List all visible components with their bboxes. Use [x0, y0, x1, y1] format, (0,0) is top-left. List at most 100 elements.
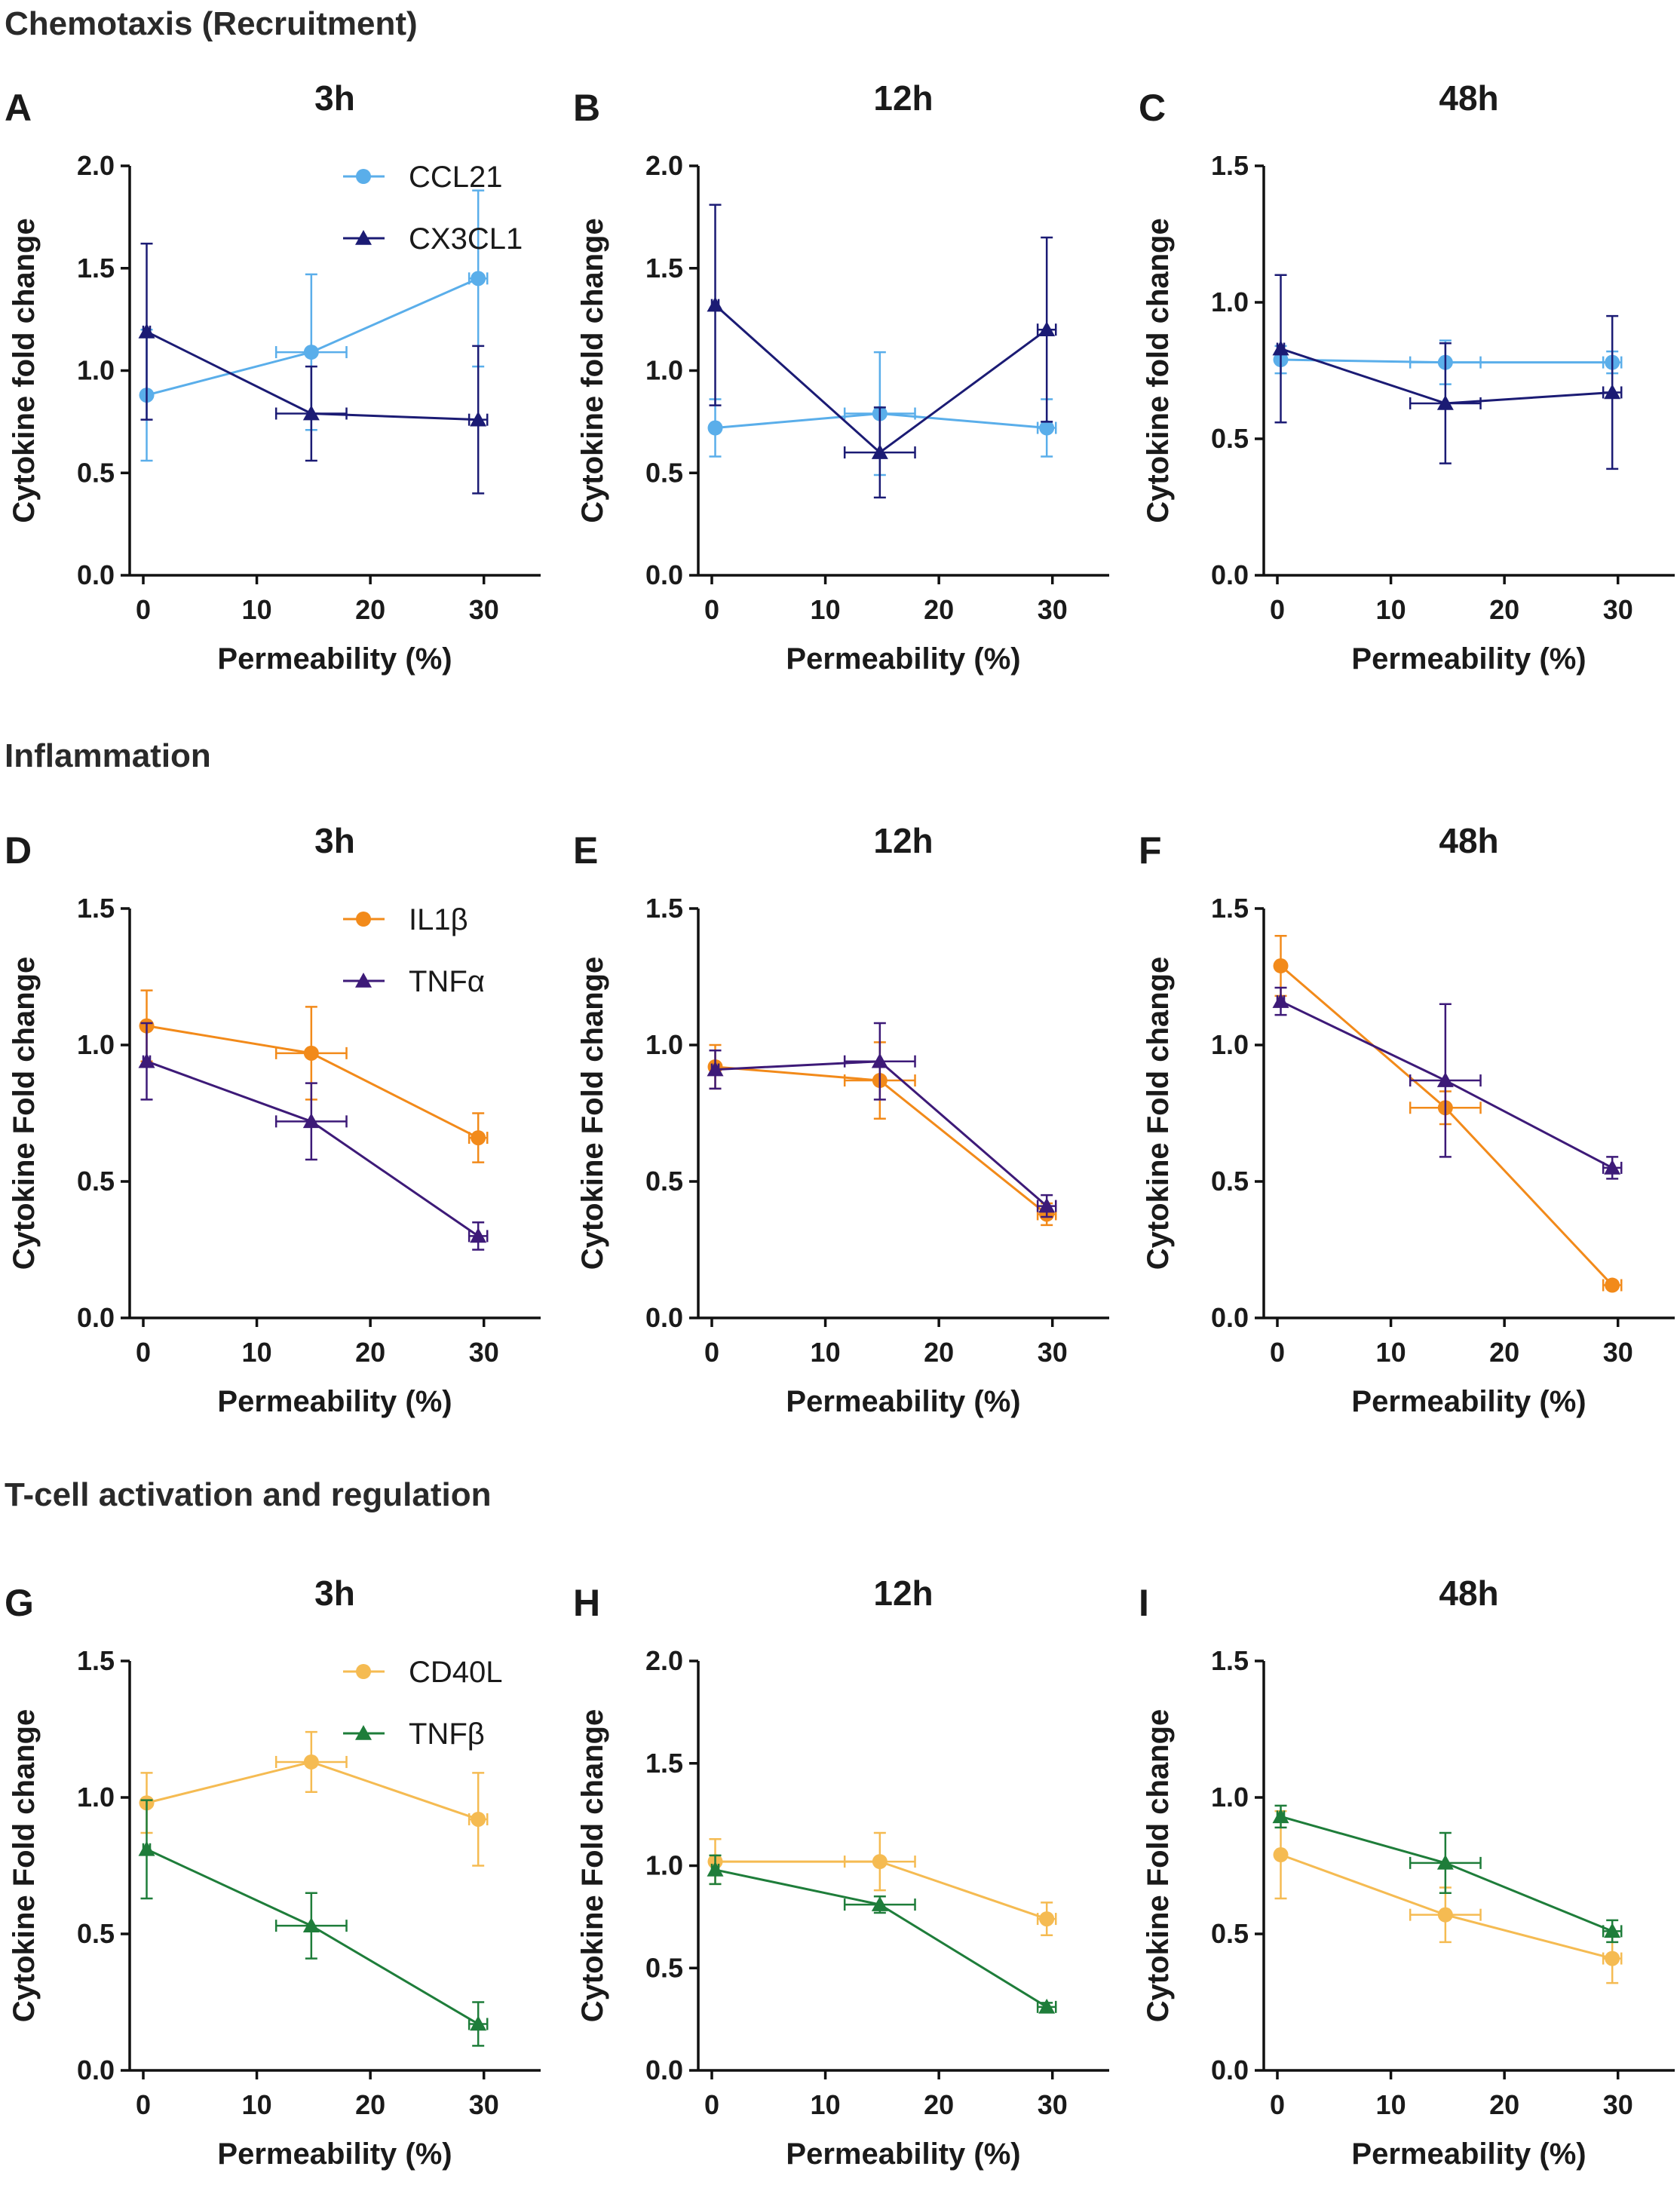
data-point	[871, 1896, 888, 1911]
x-axis-label: Permeability (%)	[217, 642, 452, 676]
series-tnfα	[707, 1022, 1057, 1218]
y-tick-label: 0.0	[645, 2055, 683, 2085]
y-tick-label: 0.0	[645, 1302, 683, 1333]
data-point	[303, 1045, 319, 1061]
x-tick-label: 10	[1376, 2089, 1406, 2120]
x-tick-label: 30	[1603, 2089, 1633, 2120]
y-tick-label: 1.5	[645, 253, 683, 283]
data-point	[1039, 420, 1055, 436]
data-point	[1038, 1197, 1056, 1213]
y-tick-label: 0.0	[1211, 1302, 1249, 1333]
data-point	[871, 444, 888, 459]
data-point	[1272, 993, 1289, 1008]
panel-title: 3h	[314, 821, 355, 860]
y-tick-label: 1.0	[645, 1850, 683, 1881]
data-point	[1038, 1998, 1056, 2014]
y-axis-label: Cytokine Fold change	[576, 957, 609, 1270]
panel-title: 48h	[1439, 1574, 1498, 1613]
chart-panel-c: C 48h 0.0 0.5 1.0 1.5 0 10 20 30 Permeability (%) C…	[1139, 78, 1675, 676]
data-point	[1039, 1911, 1055, 1927]
y-tick-label: 1.0	[77, 355, 115, 386]
series-line	[715, 1065, 1048, 1215]
x-tick-label: 20	[924, 1337, 954, 1368]
series-line	[714, 304, 1048, 455]
chart-panel-h: H 12h 0.0 0.5 1.0 1.5 2.0 0 10 20 30 Permeability (…	[573, 1574, 1109, 2171]
data-point	[470, 411, 487, 427]
legend-label: TNFβ	[409, 1718, 485, 1751]
data-point	[1273, 958, 1289, 974]
y-axis-label: Cytokine Fold change	[1142, 957, 1175, 1270]
legend-label: CCL21	[409, 161, 503, 194]
chart-panel-g: G 3h 0.0 0.5 1.0 1.5 0 10 20 30 Permeability (%) Cy…	[5, 1574, 541, 2171]
x-tick-label: 20	[355, 2089, 385, 2120]
y-tick-label: 2.0	[77, 150, 115, 181]
y-tick-label: 1.5	[1211, 150, 1249, 181]
y-tick-label: 1.0	[645, 1029, 683, 1060]
data-point	[1436, 1072, 1454, 1087]
y-tick-label: 1.5	[1211, 1645, 1249, 1676]
data-point	[1604, 1923, 1621, 1938]
data-point	[707, 296, 724, 312]
series-cd40l	[1273, 1810, 1623, 1984]
x-axis-label: Permeability (%)	[1351, 1385, 1586, 1418]
data-point	[470, 2015, 487, 2031]
y-tick-label: 0.5	[1211, 423, 1249, 454]
chart-panel-d: D 3h 0.0 0.5 1.0 1.5 0 10 20 30 Permeability (%) Cy…	[5, 821, 541, 1418]
data-point	[302, 405, 320, 421]
legend: CD40L TNFβ	[343, 1656, 503, 1751]
x-axis-label: Permeability (%)	[786, 1385, 1020, 1418]
series-line	[146, 1848, 479, 2025]
y-axis-label: Cytokine fold change	[1142, 218, 1175, 523]
x-tick-label: 0	[1270, 2089, 1285, 2120]
y-tick-label: 0.0	[1211, 2055, 1249, 2085]
data-point	[1436, 394, 1454, 410]
chart-panel-e: E 12h 0.0 0.5 1.0 1.5 0 10 20 30 Permeability (%) C…	[573, 821, 1109, 1418]
data-point	[1605, 1277, 1620, 1293]
panel-title: 3h	[314, 78, 355, 118]
x-tick-label: 0	[704, 1337, 719, 1368]
legend-marker	[356, 912, 371, 927]
legend-label: TNFα	[409, 965, 485, 998]
series-cx3cl1	[138, 242, 489, 495]
data-point	[872, 1854, 888, 1870]
y-tick-label: 0.5	[1211, 1918, 1249, 1949]
x-tick-label: 10	[242, 594, 272, 625]
data-point	[471, 1811, 486, 1827]
y-tick-label: 1.0	[77, 1029, 115, 1060]
panel-title: 48h	[1439, 821, 1498, 860]
series-line	[146, 277, 479, 397]
y-tick-label: 1.0	[77, 1782, 115, 1813]
y-tick-label: 1.0	[645, 355, 683, 386]
x-axis-label: Permeability (%)	[217, 2137, 452, 2171]
series-tnfβ	[138, 1799, 489, 2047]
y-tick-label: 2.0	[645, 150, 683, 181]
data-point	[1272, 1808, 1289, 1824]
x-tick-label: 0	[136, 594, 151, 625]
x-tick-label: 0	[1270, 1337, 1285, 1368]
x-tick-label: 0	[136, 2089, 151, 2120]
y-axis-label: Cytokine Fold change	[8, 1709, 41, 2023]
x-tick-label: 10	[811, 2089, 841, 2120]
y-tick-label: 0.5	[645, 1166, 683, 1197]
y-tick-label: 0.0	[1211, 559, 1249, 590]
series-il1β	[707, 1041, 1057, 1227]
x-tick-label: 30	[469, 1337, 499, 1368]
x-tick-label: 30	[469, 2089, 499, 2120]
y-axis-label: Cytokine Fold change	[1142, 1709, 1175, 2023]
y-tick-label: 1.5	[77, 1645, 115, 1676]
y-tick-label: 0.5	[77, 1166, 115, 1197]
data-point	[138, 1840, 155, 1856]
data-point	[1273, 1847, 1289, 1863]
panel-label: H	[573, 1582, 600, 1624]
legend-label: IL1β	[409, 903, 468, 936]
y-tick-label: 1.0	[1211, 1029, 1249, 1060]
panel-label: E	[573, 829, 598, 872]
data-point	[1437, 1907, 1453, 1923]
y-axis-label: Cytokine fold change	[8, 218, 41, 523]
panel-label: F	[1139, 829, 1162, 872]
x-tick-label: 10	[811, 594, 841, 625]
x-tick-label: 30	[1603, 594, 1633, 625]
x-tick-label: 20	[355, 1337, 385, 1368]
y-axis-label: Cytokine Fold change	[8, 957, 41, 1270]
y-tick-label: 0.5	[77, 1918, 115, 1949]
